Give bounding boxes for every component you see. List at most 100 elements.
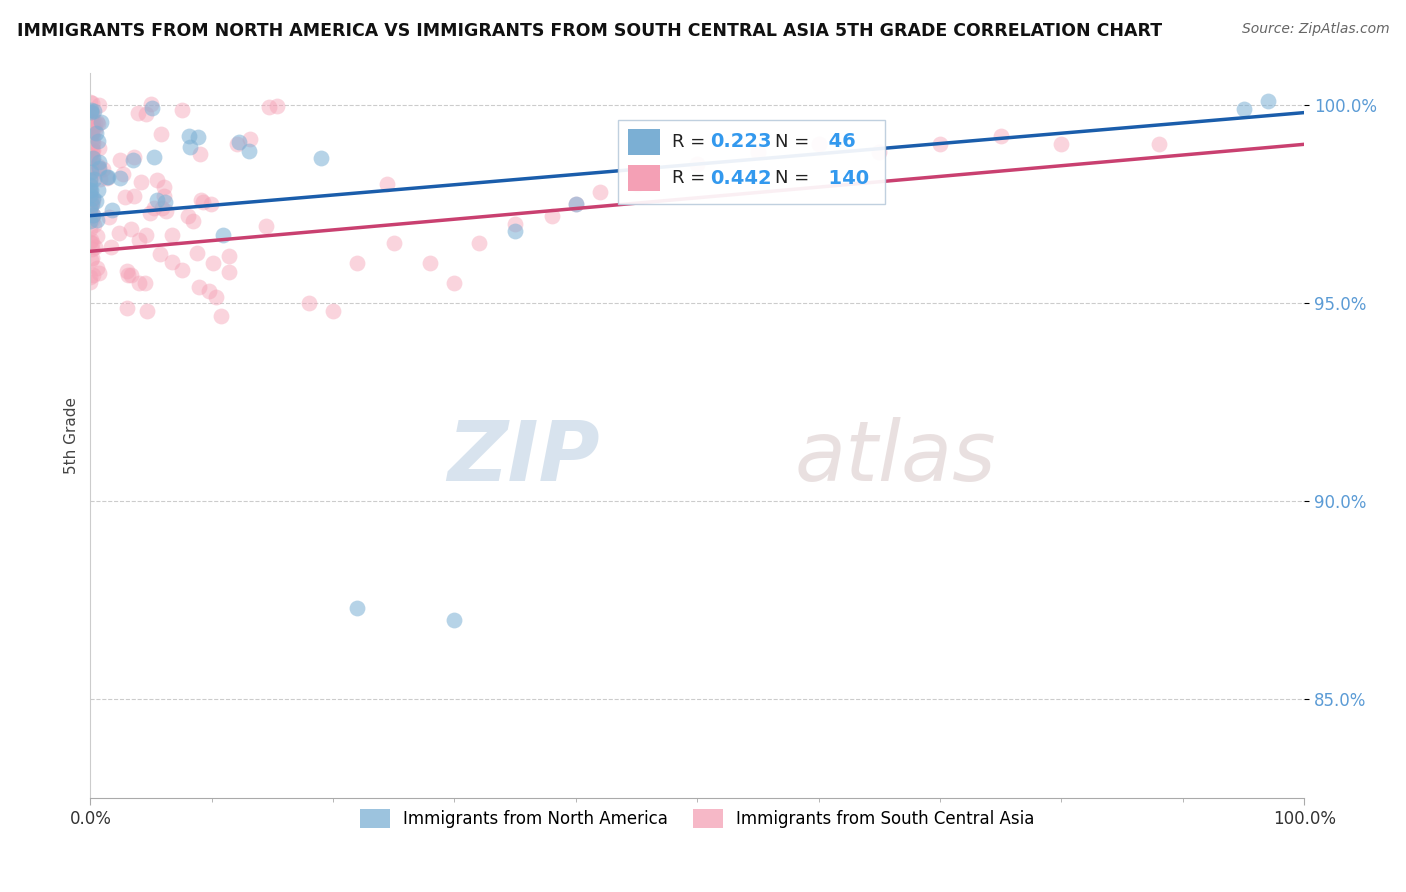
Point (160, 228, 183, 243)
Point (375, 177, 398, 191)
Point (122, 188, 145, 202)
Point (226, 136, 249, 151)
Point (128, 233, 150, 247)
Point (83, 218, 105, 232)
Point (82, 117, 104, 131)
Point (80, 251, 103, 265)
Point (79, 196, 101, 211)
Point (90, 115, 112, 129)
Point (79, 184, 101, 198)
Point (117, 268, 139, 282)
Point (929, 137, 952, 152)
Point (80, 197, 103, 211)
Point (84, 116, 107, 130)
Point (79, 95, 101, 109)
Point (254, 219, 277, 234)
Point (80, 213, 103, 227)
Point (82, 130, 104, 145)
Point (80, 252, 103, 267)
Point (218, 249, 240, 263)
Point (127, 105, 149, 120)
Point (565, 196, 588, 211)
Point (79, 270, 101, 285)
FancyBboxPatch shape (619, 120, 886, 203)
Text: R =: R = (672, 169, 711, 187)
Point (197, 284, 219, 298)
Point (82, 122, 104, 136)
Point (82, 209, 104, 223)
Point (153, 195, 176, 210)
Point (346, 256, 368, 270)
Point (79, 183, 101, 197)
Point (82, 114, 104, 128)
Point (89, 140, 111, 154)
Point (79, 123, 101, 137)
Point (188, 280, 211, 294)
Point (108, 153, 131, 168)
Point (120, 222, 142, 236)
Point (503, 225, 526, 239)
Point (155, 204, 177, 219)
Point (79, 186, 101, 201)
Point (266, 99, 288, 113)
Point (257, 100, 280, 114)
Point (79, 110, 101, 124)
Point (84, 194, 107, 209)
Point (89, 155, 111, 169)
Point (80, 235, 103, 250)
Point (97, 211, 120, 225)
Point (89, 266, 111, 280)
Point (120, 268, 142, 283)
Point (79, 213, 101, 227)
Point (141, 97, 163, 112)
Text: N =: N = (775, 133, 815, 151)
Point (298, 295, 321, 310)
Point (160, 255, 183, 269)
Point (129, 175, 152, 189)
Point (80, 127, 103, 141)
Point (86, 228, 108, 243)
Point (382, 236, 405, 251)
Point (111, 167, 134, 181)
Point (177, 209, 200, 223)
Point (419, 256, 441, 270)
Point (139, 206, 162, 220)
Point (84, 126, 107, 140)
Point (79, 192, 101, 206)
Y-axis label: 5th Grade: 5th Grade (65, 397, 79, 474)
Point (114, 190, 136, 204)
Point (190, 147, 212, 161)
Point (80, 182, 103, 196)
Point (239, 132, 262, 146)
Text: R =: R = (672, 133, 711, 151)
Point (83, 172, 105, 186)
Point (86, 260, 108, 275)
Point (187, 130, 209, 145)
Point (82, 106, 104, 120)
Point (82, 191, 104, 205)
Text: 0.442: 0.442 (710, 169, 772, 187)
Point (117, 264, 139, 278)
Point (79, 198, 101, 212)
Point (100, 240, 122, 254)
Point (80, 150, 103, 164)
Point (80, 120, 103, 135)
Point (80, 142, 103, 156)
Point (191, 195, 214, 210)
Point (211, 227, 233, 242)
Point (97, 170, 120, 185)
Point (101, 203, 124, 218)
Point (868, 145, 890, 160)
Point (80, 233, 103, 247)
Point (202, 256, 225, 270)
Point (82, 143, 104, 157)
Text: ZIP: ZIP (447, 417, 600, 498)
Point (150, 201, 173, 215)
Point (142, 150, 165, 164)
Point (309, 152, 332, 166)
Point (686, 157, 709, 171)
Point (108, 171, 131, 186)
Point (83, 123, 105, 137)
Point (149, 246, 172, 260)
Point (322, 303, 344, 318)
